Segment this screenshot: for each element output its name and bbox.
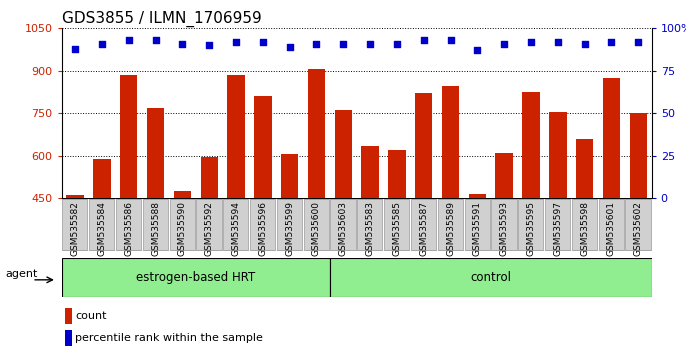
Bar — [362, 146, 379, 198]
FancyBboxPatch shape — [223, 199, 248, 250]
Bar — [174, 191, 191, 198]
FancyBboxPatch shape — [304, 199, 329, 250]
FancyBboxPatch shape — [62, 258, 330, 297]
Point — [204, 42, 215, 48]
Point — [472, 47, 483, 53]
Bar — [549, 112, 567, 198]
Point — [606, 39, 617, 45]
Text: GSM535594: GSM535594 — [232, 201, 241, 256]
Bar — [469, 194, 486, 198]
Bar — [254, 96, 272, 198]
Text: GSM535595: GSM535595 — [527, 201, 536, 256]
Point — [365, 41, 376, 46]
Point — [418, 38, 429, 43]
Point — [97, 41, 108, 46]
FancyBboxPatch shape — [250, 199, 275, 250]
Point — [230, 39, 241, 45]
Text: GSM535593: GSM535593 — [499, 201, 509, 256]
Point — [284, 44, 295, 50]
Text: GSM535599: GSM535599 — [285, 201, 294, 256]
FancyBboxPatch shape — [357, 199, 383, 250]
FancyBboxPatch shape — [277, 199, 302, 250]
Text: GSM535601: GSM535601 — [607, 201, 616, 256]
FancyBboxPatch shape — [330, 258, 652, 297]
FancyBboxPatch shape — [169, 199, 195, 250]
Text: GSM535583: GSM535583 — [366, 201, 375, 256]
Bar — [388, 150, 405, 198]
Point — [632, 39, 643, 45]
Text: percentile rank within the sample: percentile rank within the sample — [75, 333, 263, 343]
FancyBboxPatch shape — [116, 199, 141, 250]
Bar — [147, 108, 165, 198]
Bar — [308, 69, 325, 198]
Bar — [630, 113, 647, 198]
Bar — [442, 86, 460, 198]
FancyBboxPatch shape — [143, 199, 168, 250]
Bar — [522, 92, 540, 198]
Point — [525, 39, 536, 45]
FancyBboxPatch shape — [62, 199, 88, 250]
FancyBboxPatch shape — [89, 199, 115, 250]
FancyBboxPatch shape — [196, 199, 222, 250]
Bar — [200, 157, 218, 198]
Bar — [335, 110, 352, 198]
FancyBboxPatch shape — [438, 199, 463, 250]
Bar — [281, 154, 298, 198]
FancyBboxPatch shape — [518, 199, 543, 250]
Text: GSM535600: GSM535600 — [312, 201, 321, 256]
Point — [150, 38, 161, 43]
Point — [257, 39, 268, 45]
FancyBboxPatch shape — [384, 199, 410, 250]
Bar — [415, 93, 432, 198]
Text: GSM535590: GSM535590 — [178, 201, 187, 256]
Text: GSM535589: GSM535589 — [446, 201, 455, 256]
Point — [499, 41, 510, 46]
Text: GSM535588: GSM535588 — [151, 201, 160, 256]
Text: GSM535591: GSM535591 — [473, 201, 482, 256]
Point — [338, 41, 348, 46]
Text: GDS3855 / ILMN_1706959: GDS3855 / ILMN_1706959 — [62, 11, 261, 27]
Bar — [576, 139, 593, 198]
Text: GSM535596: GSM535596 — [259, 201, 268, 256]
Text: GSM535597: GSM535597 — [554, 201, 563, 256]
Text: GSM535587: GSM535587 — [419, 201, 428, 256]
Point — [445, 38, 456, 43]
Text: GSM535582: GSM535582 — [71, 201, 80, 256]
FancyBboxPatch shape — [599, 199, 624, 250]
Text: GSM535598: GSM535598 — [580, 201, 589, 256]
Text: control: control — [471, 272, 511, 284]
FancyBboxPatch shape — [331, 199, 355, 250]
Text: estrogen-based HRT: estrogen-based HRT — [137, 272, 255, 284]
Text: GSM535602: GSM535602 — [634, 201, 643, 256]
Text: GSM535592: GSM535592 — [204, 201, 214, 256]
Text: GSM535585: GSM535585 — [392, 201, 401, 256]
FancyBboxPatch shape — [411, 199, 436, 250]
Text: GSM535584: GSM535584 — [97, 201, 106, 256]
Point — [579, 41, 590, 46]
FancyBboxPatch shape — [572, 199, 597, 250]
Bar — [495, 153, 513, 198]
FancyBboxPatch shape — [626, 199, 650, 250]
Point — [392, 41, 403, 46]
Bar — [120, 75, 137, 198]
Bar — [93, 159, 110, 198]
Bar — [65, 308, 71, 324]
FancyBboxPatch shape — [545, 199, 570, 250]
FancyBboxPatch shape — [491, 199, 517, 250]
Bar — [227, 75, 245, 198]
Bar — [65, 330, 71, 346]
Point — [177, 41, 188, 46]
Point — [552, 39, 563, 45]
Text: agent: agent — [5, 269, 37, 279]
FancyBboxPatch shape — [464, 199, 490, 250]
Point — [123, 38, 134, 43]
Text: GSM535603: GSM535603 — [339, 201, 348, 256]
Text: GSM535586: GSM535586 — [124, 201, 133, 256]
Bar — [67, 195, 84, 198]
Text: count: count — [75, 311, 107, 321]
Point — [311, 41, 322, 46]
Bar — [603, 78, 620, 198]
Point — [70, 46, 81, 52]
